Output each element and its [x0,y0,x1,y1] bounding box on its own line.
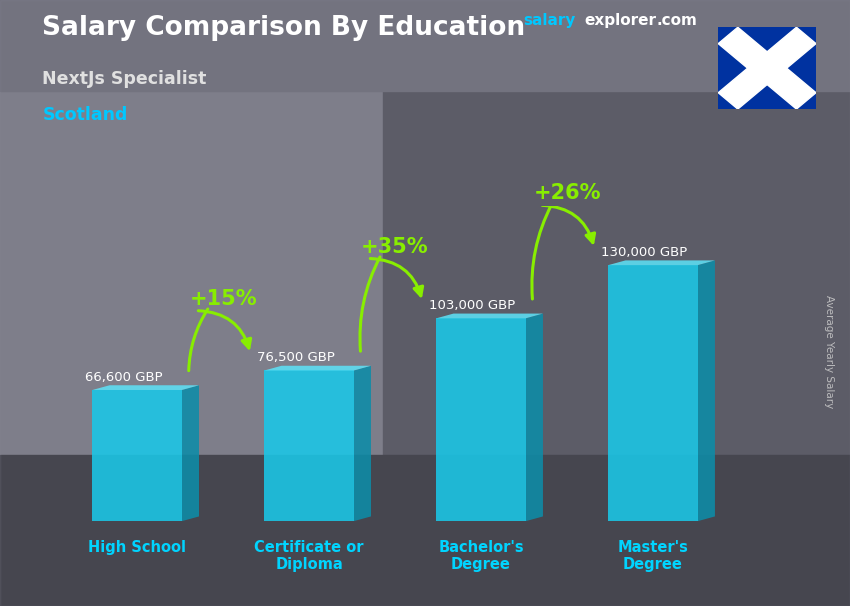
Text: salary: salary [523,13,575,28]
Polygon shape [718,27,816,109]
Text: 130,000 GBP: 130,000 GBP [602,246,688,259]
Text: +15%: +15% [190,289,257,309]
Polygon shape [436,313,543,318]
Bar [0,454,850,606]
Bar [0,0,382,454]
Polygon shape [609,261,715,265]
Polygon shape [436,318,526,521]
Text: NextJs Specialist: NextJs Specialist [42,70,207,88]
Polygon shape [93,390,182,521]
Text: 103,000 GBP: 103,000 GBP [429,299,516,312]
FancyArrowPatch shape [532,204,552,299]
Text: Scotland: Scotland [42,106,128,124]
Text: explorer: explorer [584,13,656,28]
Polygon shape [264,370,354,521]
FancyArrowPatch shape [542,205,595,242]
FancyArrowPatch shape [371,259,422,296]
Polygon shape [182,385,199,521]
Polygon shape [609,265,698,521]
FancyArrowPatch shape [189,309,207,371]
Text: Salary Comparison By Education: Salary Comparison By Education [42,15,525,41]
FancyArrowPatch shape [198,311,251,348]
Text: 76,500 GBP: 76,500 GBP [258,351,336,364]
Polygon shape [718,27,816,109]
Text: Average Yearly Salary: Average Yearly Salary [824,295,834,408]
Text: +35%: +35% [361,236,429,256]
Bar [382,0,850,454]
Polygon shape [264,366,371,370]
Polygon shape [354,366,371,521]
FancyArrowPatch shape [360,257,380,351]
Text: 66,600 GBP: 66,600 GBP [86,371,163,384]
Text: +26%: +26% [533,184,601,204]
Polygon shape [93,385,199,390]
Polygon shape [698,261,715,521]
Polygon shape [526,313,543,521]
Text: .com: .com [656,13,697,28]
Bar [0,0,850,91]
